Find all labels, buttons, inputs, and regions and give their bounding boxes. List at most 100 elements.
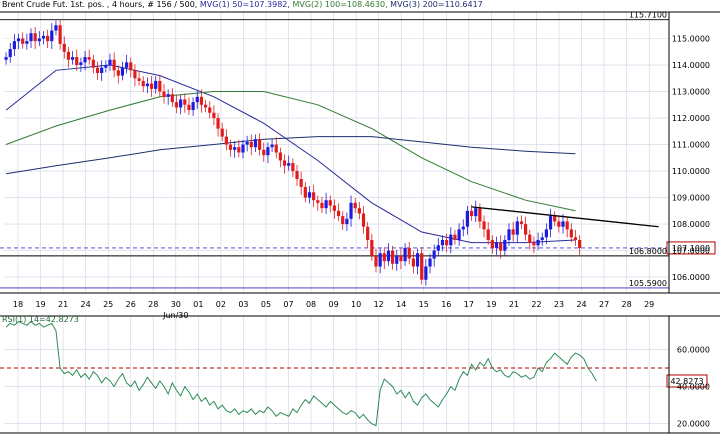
x-tick-label: 19: [486, 300, 496, 309]
candle-body: [440, 239, 445, 246]
candle-body: [75, 57, 79, 66]
rsi-grid: [0, 316, 669, 433]
candle-body: [578, 239, 582, 248]
y-tick-label: 112.0000: [672, 114, 710, 123]
ma-line: [5, 64, 576, 244]
x-tick-label: 22: [531, 300, 541, 309]
candle-body: [266, 147, 270, 156]
candle-body: [208, 107, 212, 113]
candle-body: [548, 216, 553, 230]
candle-body: [108, 59, 112, 66]
candle-body: [382, 253, 386, 262]
trendline-line: [471, 206, 659, 228]
x-tick-label: 27: [599, 300, 609, 309]
candle-body: [553, 216, 557, 222]
candle-body: [249, 141, 253, 148]
rsi-value-label: 42.8273: [670, 377, 703, 386]
trendline: [471, 206, 659, 228]
candle-body: [320, 202, 324, 209]
candle-body: [216, 118, 220, 129]
candle-body: [25, 41, 29, 44]
x-tick-label: 18: [13, 300, 23, 309]
candle-body: [490, 239, 494, 248]
candle-body: [220, 128, 224, 137]
candle-body: [324, 200, 328, 209]
x-tick-label: 23: [554, 300, 564, 309]
rsi-series: [5, 320, 597, 427]
candle-body: [120, 67, 125, 76]
candle-body: [569, 229, 573, 238]
candle-body: [403, 247, 407, 262]
level-label: 107.1000: [672, 244, 710, 253]
x-tick-label: 14: [396, 300, 406, 309]
candle-body: [203, 104, 208, 108]
candle-body: [507, 229, 511, 240]
candle-body: [332, 205, 337, 211]
candle-body: [228, 144, 233, 150]
x-tick-label: 29: [644, 300, 654, 309]
y-tick-label: 110.0000: [672, 167, 710, 176]
candle-body: [241, 144, 245, 153]
candle-body: [561, 221, 565, 227]
ma50-legend: MVG(1) 50=107.3982,: [199, 0, 290, 9]
chart-header: Brent Crude Fut. 1st. pos. , 4 hours, # …: [2, 0, 483, 9]
candles: [4, 19, 582, 286]
rsi-y-axis: 20.0000 40.0000 60.0000: [677, 345, 710, 428]
rsi-value-box: [666, 374, 708, 388]
x-tick-label: 25: [103, 300, 113, 309]
x-tick-label: 15: [419, 300, 429, 309]
candle-body: [21, 38, 25, 44]
candle-body: [361, 213, 366, 227]
candle-body: [478, 208, 482, 222]
x-tick-label: 24: [81, 300, 91, 309]
candle-body: [378, 253, 382, 267]
candle-body: [262, 149, 266, 156]
candle-body: [341, 216, 345, 225]
level-label: 105.5900: [629, 279, 667, 288]
candle-body: [328, 200, 332, 206]
candle-body: [170, 94, 174, 103]
candle-body: [465, 210, 470, 227]
candle-body: [482, 221, 486, 230]
candle-body: [424, 266, 428, 280]
ma100-legend: MVG(2) 100=108.4630,: [292, 0, 388, 9]
candle-body: [316, 200, 320, 203]
candle-body: [515, 221, 519, 235]
candle-body: [95, 67, 100, 73]
x-tick-label: 08: [306, 300, 316, 309]
instrument-title: Brent Crude Fut. 1st. pos. , 4 hours, # …: [2, 0, 198, 9]
candle-body: [528, 234, 532, 243]
candle-body: [245, 141, 249, 145]
candle-body: [100, 67, 104, 73]
y-tick-label: 107.0000: [672, 247, 710, 256]
candle-body: [469, 210, 474, 217]
candle-body: [41, 35, 46, 39]
candle-body: [46, 35, 50, 42]
candle-body: [37, 38, 41, 42]
candle-body: [524, 224, 528, 235]
level-label: 115.7100: [629, 11, 667, 20]
candle-body: [494, 242, 499, 248]
x-tick-label: 02: [216, 300, 226, 309]
x-tick-label: 28: [148, 300, 158, 309]
main-frame: [0, 11, 720, 294]
candle-body: [532, 242, 536, 246]
candle-body: [112, 59, 116, 71]
level-lines: 115.7100 107.1000 106.8000 105.5900: [0, 11, 716, 289]
y-tick-label: 115.0000: [672, 35, 710, 44]
candle-body: [386, 250, 391, 262]
candle-body: [70, 57, 75, 60]
candle-body: [149, 83, 154, 89]
candle-body: [83, 57, 87, 63]
candle-body: [133, 70, 137, 79]
candle-body: [499, 242, 503, 251]
candle-body: [374, 255, 378, 267]
candle-body: [336, 210, 341, 217]
candle-body: [224, 136, 228, 145]
candle-body: [233, 147, 237, 150]
x-tick-label: 09: [328, 300, 338, 309]
ma200-legend: MVG(3) 200=110.6417: [390, 0, 483, 9]
x-tick-label: 16: [441, 300, 451, 309]
